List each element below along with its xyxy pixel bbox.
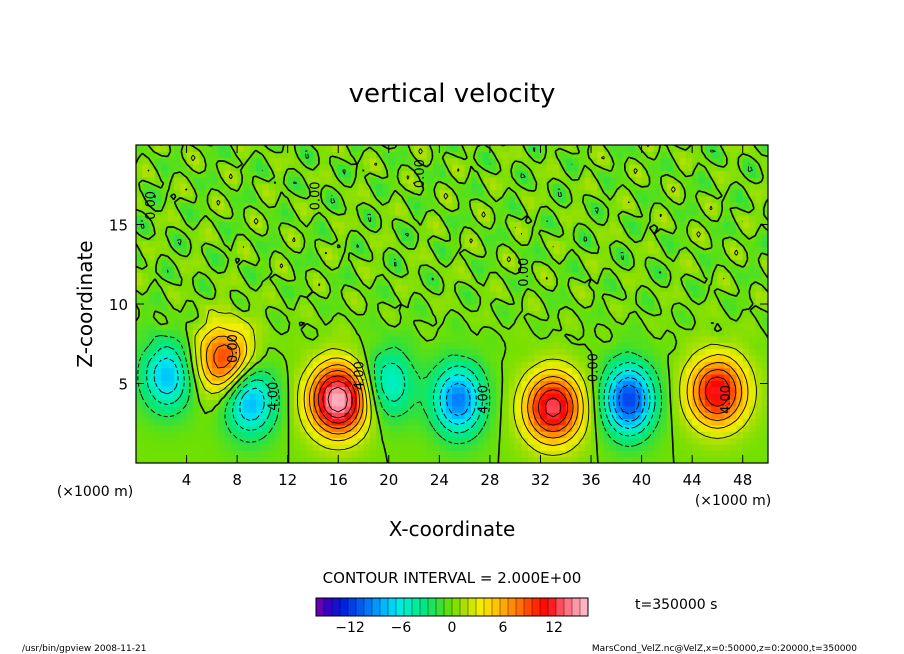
colorbar-cell: [515, 597, 525, 617]
colorbar-cell: [523, 597, 533, 617]
contour-label: 4.00: [353, 361, 368, 390]
contour-level: [457, 384, 640, 415]
colorbar-cell: [499, 597, 509, 617]
colorbar-cell: [331, 597, 341, 617]
contour-level: [136, 145, 768, 463]
y-tick-label: 15: [109, 217, 128, 235]
x-axis-label: X-coordinate: [389, 517, 516, 541]
contour-level: [322, 380, 562, 419]
footer-left: /usr/bin/gpview 2008-11-21: [22, 644, 146, 654]
x-axis: 4 8 12 16 20 24 28 32 36 40 44 48: [182, 145, 752, 489]
colorbar: [315, 597, 589, 617]
colorbar-tick-label: −6: [391, 620, 412, 636]
x-tick-label: 12: [278, 471, 297, 489]
colorbar-cell: [555, 597, 565, 617]
contour-level: [146, 346, 656, 437]
colorbar-tick-label: 6: [499, 620, 508, 636]
time-label: t=350000 s: [635, 597, 717, 613]
heatmap-field: [136, 145, 768, 463]
colorbar-cell: [467, 597, 477, 617]
x-tick-label: 32: [531, 471, 550, 489]
x-tick-label: 4: [182, 471, 192, 489]
colorbar-cell: [411, 597, 421, 617]
colorbar-cell: [323, 597, 333, 617]
x-tick-label: 48: [733, 471, 752, 489]
plot-area: [136, 145, 768, 463]
colorbar-cell: [475, 597, 485, 617]
colorbar-cell: [379, 597, 389, 617]
colorbar-cell: [395, 597, 405, 617]
contour-label: 4.00: [267, 382, 282, 411]
contour-label: 4.00: [719, 385, 734, 414]
x-tick-label: 36: [581, 471, 600, 489]
x-tick-label: 20: [379, 471, 398, 489]
x-tick-label: 16: [329, 471, 348, 489]
contour-level: [445, 376, 646, 423]
colorbar-cell: [571, 597, 581, 617]
x-unit-right: (×1000 m): [695, 493, 771, 509]
chart-title: vertical velocity: [349, 79, 556, 109]
contour-lines: [136, 145, 768, 463]
contour-label: 0.00: [413, 159, 428, 188]
colorbar-cell: [451, 597, 461, 617]
contour-level: [153, 357, 651, 429]
colorbar-tick-label: 0: [448, 620, 457, 636]
colorbar-cell: [403, 597, 413, 617]
contour-label: 4.00: [476, 385, 491, 414]
footer-right: MarsCond_VelZ.nc@VelZ,x=0:50000,z=0:2000…: [592, 644, 857, 654]
colorbar-cell: [347, 597, 357, 617]
colorbar-cell: [419, 597, 429, 617]
colorbar-cell: [315, 597, 325, 617]
contour-label: 0.00: [144, 191, 159, 220]
contour-level: [137, 145, 753, 447]
y-axis: 5 10 15: [109, 217, 768, 394]
x-unit-left: (×1000 m): [57, 484, 133, 500]
colorbar-cell: [435, 597, 445, 617]
colorbar-cell: [363, 597, 373, 617]
colorbar-cell: [579, 597, 589, 617]
colorbar-cell: [483, 597, 493, 617]
y-axis-label: Z-coordinate: [73, 240, 97, 367]
colorbar-cell: [459, 597, 469, 617]
colorbar-cell: [563, 597, 573, 617]
contour-label: 0.00: [226, 334, 241, 363]
x-tick-label: 8: [232, 471, 242, 489]
colorbar-cell: [339, 597, 349, 617]
colorbar-tick-label: −12: [335, 620, 365, 636]
x-tick-label: 24: [430, 471, 449, 489]
x-tick-label: 44: [683, 471, 702, 489]
colorbar-cell: [547, 597, 557, 617]
contour-interval-label: CONTOUR INTERVAL = 2.000E+00: [323, 569, 582, 587]
colorbar-tick-label: 12: [545, 620, 563, 636]
colorbar-cell: [427, 597, 437, 617]
colorbar-cell: [491, 597, 501, 617]
colorbar-cell: [539, 597, 549, 617]
contour-label: 0.00: [517, 258, 532, 287]
colorbar-cell: [507, 597, 517, 617]
y-tick-label: 10: [109, 296, 128, 314]
colorbar-cell: [371, 597, 381, 617]
contour-label: 0.00: [308, 181, 323, 210]
colorbar-cell: [387, 597, 397, 617]
contour-level: [200, 326, 749, 446]
colorbar-cell: [443, 597, 453, 617]
contour-level: [213, 344, 737, 433]
colorbar-frame: [315, 597, 589, 617]
contour-level: [136, 145, 768, 456]
contour-level: [327, 386, 348, 413]
x-tick-label: 28: [480, 471, 499, 489]
contour-labels: 0.00 0.00 0.00 0.00 0.00 0.00 4.00 4.00 4.00 4.00: [144, 159, 734, 414]
colorbar-cell: [531, 597, 541, 617]
contour-level: [317, 375, 731, 426]
contour-label: 0.00: [586, 353, 601, 382]
colorbar-cell: [355, 597, 365, 617]
y-tick-label: 5: [118, 376, 128, 394]
contour-level: [205, 335, 743, 439]
colorbar-ticks: −12 −6 0 6 12: [335, 620, 563, 636]
x-tick-label: 40: [632, 471, 651, 489]
